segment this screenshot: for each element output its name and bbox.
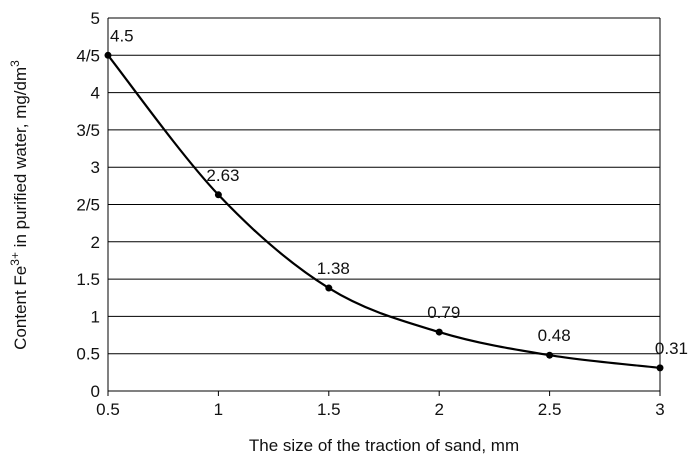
data-label: 4.5 — [110, 26, 134, 45]
series-line — [107, 54, 661, 369]
data-label: 0.31 — [655, 339, 688, 358]
y-tick-label: 4 — [91, 84, 100, 103]
x-tick-label: 1.5 — [317, 400, 341, 419]
data-point — [325, 284, 333, 292]
x-tick-label: 0.5 — [96, 400, 120, 419]
data-point — [104, 51, 112, 59]
y-axis-title-prefix: Content Fe — [11, 266, 30, 350]
x-tick-label: 2 — [434, 400, 443, 419]
y-tick-label: 5 — [91, 9, 100, 28]
data-point — [435, 328, 443, 336]
y-tick-label: 3 — [91, 158, 100, 177]
y-tick-label: 2/5 — [76, 196, 100, 215]
y-axis-title-suffix: in purified water, mg/dm — [11, 67, 30, 252]
data-label: 0.79 — [427, 303, 460, 322]
grid-lines — [107, 17, 661, 396]
y-axis-title-unit-superscript: 3 — [8, 60, 22, 67]
x-tick-labels: 0.5 1 1.5 2 2.5 3 — [96, 400, 665, 419]
y-tick-label: 0.5 — [76, 345, 100, 364]
x-tick-label: 2.5 — [538, 400, 562, 419]
data-labels: 4.5 2.63 1.38 0.79 0.48 0.31 — [110, 26, 688, 358]
data-points — [104, 51, 664, 372]
x-tick-label: 1 — [214, 400, 223, 419]
x-tick-label: 3 — [655, 400, 664, 419]
y-tick-label: 0 — [91, 382, 100, 401]
y-axis-title-superscript: 3+ — [8, 252, 22, 266]
y-tick-label: 1.5 — [76, 270, 100, 289]
y-tick-label: 1 — [91, 307, 100, 326]
y-tick-label: 2 — [91, 233, 100, 252]
data-label: 0.48 — [538, 326, 571, 345]
data-label: 2.63 — [206, 166, 239, 185]
y-tick-label: 4/5 — [76, 46, 100, 65]
y-tick-labels: 0 0.5 1 1.5 2 2/5 3 3/5 4 4/5 5 — [76, 9, 100, 401]
data-label: 1.38 — [317, 259, 350, 278]
data-point — [656, 364, 664, 372]
x-axis-title: The size of the traction of sand, mm — [249, 436, 519, 455]
y-tick-label: 3/5 — [76, 121, 100, 140]
y-axis-title: Content Fe3+ in purified water, mg/dm3 — [8, 60, 30, 350]
data-point — [214, 191, 222, 199]
data-point — [546, 351, 554, 359]
